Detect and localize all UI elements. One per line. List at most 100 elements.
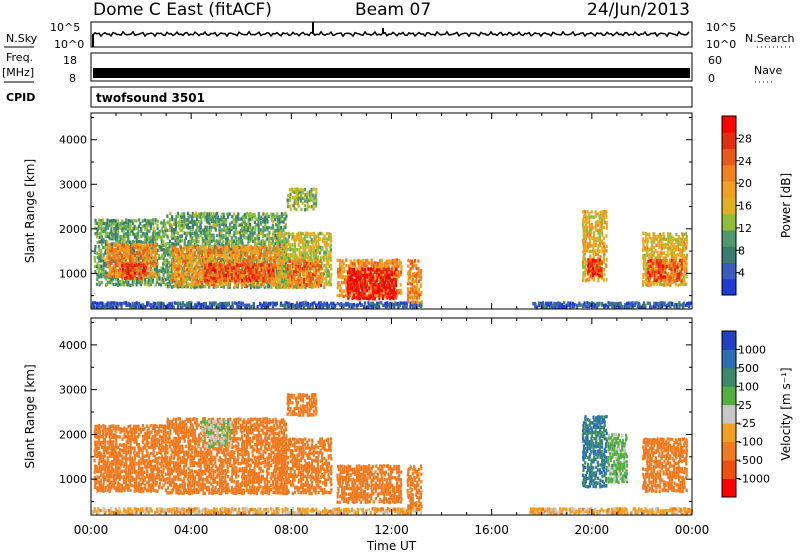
data-cell <box>384 281 387 285</box>
data-cell <box>242 254 245 258</box>
data-cell <box>133 263 136 268</box>
data-cell <box>642 253 645 258</box>
data-cell <box>249 278 252 283</box>
data-cell <box>292 285 295 290</box>
data-cell <box>100 242 103 247</box>
data-cell <box>174 245 177 250</box>
data-cell <box>102 218 105 222</box>
data-cell <box>172 251 175 255</box>
data-cell <box>238 245 241 249</box>
data-cell <box>174 282 177 287</box>
data-cell <box>273 283 276 287</box>
data-cell <box>323 252 326 257</box>
data-cell <box>143 282 147 286</box>
data-cell <box>255 273 258 278</box>
data-cell <box>258 285 261 289</box>
data-cell <box>313 251 316 255</box>
data-cell <box>228 228 231 232</box>
data-cell <box>218 223 221 227</box>
data-cell <box>247 234 250 238</box>
data-cell <box>197 220 200 224</box>
data-cell <box>177 223 180 227</box>
data-cell <box>109 268 112 273</box>
data-cell <box>152 235 155 239</box>
data-cell <box>293 235 296 239</box>
data-cell <box>214 273 217 277</box>
data-cell <box>385 277 388 282</box>
data-cell <box>152 243 155 247</box>
data-cell <box>222 263 225 268</box>
data-cell <box>185 303 188 308</box>
data-cell <box>355 273 358 277</box>
data-cell <box>179 239 182 243</box>
data-cell <box>263 301 266 305</box>
data-cell <box>406 298 409 302</box>
data-cell <box>295 259 298 263</box>
data-cell <box>266 233 269 237</box>
data-cell <box>659 251 662 255</box>
data-cell <box>242 245 245 249</box>
data-cell <box>174 250 177 255</box>
data-cell <box>253 256 256 260</box>
data-cell <box>381 262 384 266</box>
data-cell <box>378 285 381 290</box>
data-cell <box>381 267 384 271</box>
data-cell <box>260 242 263 246</box>
data-cell <box>338 303 341 307</box>
data-cell <box>302 232 305 236</box>
data-cell <box>98 248 101 252</box>
data-cell <box>277 261 280 265</box>
data-cell <box>212 233 215 237</box>
data-cell <box>584 270 587 275</box>
data-cell <box>205 254 208 258</box>
data-cell <box>362 261 365 266</box>
data-cell <box>166 260 169 264</box>
data-cell <box>263 212 266 217</box>
data-cell <box>387 281 390 285</box>
data-cell <box>582 218 585 222</box>
data-cell <box>318 269 321 274</box>
data-cell <box>101 301 104 306</box>
data-cell <box>112 248 116 252</box>
data-cell <box>652 235 655 239</box>
data-cell <box>150 255 153 260</box>
data-cell <box>352 293 356 297</box>
data-cell <box>106 231 109 236</box>
data-cell <box>267 268 270 273</box>
data-cell <box>289 243 292 247</box>
data-cell <box>584 243 587 248</box>
data-cell <box>328 271 331 275</box>
data-cell <box>94 301 97 305</box>
data-cell <box>268 281 271 285</box>
data-cell <box>592 246 595 250</box>
data-cell <box>216 267 219 272</box>
data-cell <box>304 237 307 241</box>
data-cell <box>228 233 231 237</box>
data-cell <box>206 305 210 309</box>
data-cell <box>137 242 140 247</box>
data-cell <box>263 270 266 275</box>
data-cell <box>302 240 305 244</box>
data-cell <box>657 279 660 284</box>
data-cell <box>248 303 251 307</box>
data-cell <box>186 275 189 279</box>
data-cell <box>96 227 99 231</box>
data-cell <box>262 279 265 283</box>
data-cell <box>202 272 205 276</box>
data-cell <box>407 290 410 295</box>
data-cell <box>123 250 126 255</box>
data-cell <box>174 220 177 224</box>
data-cell <box>156 277 159 281</box>
data-cell <box>319 231 322 236</box>
data-cell <box>125 261 128 265</box>
data-cell <box>204 261 207 266</box>
data-cell <box>247 236 250 241</box>
data-cell <box>370 286 373 290</box>
data-cell <box>298 275 302 279</box>
data-cell <box>319 245 322 249</box>
data-cell <box>94 221 97 226</box>
data-cell <box>249 214 252 219</box>
data-cell <box>317 285 320 289</box>
data-cell <box>197 215 200 219</box>
